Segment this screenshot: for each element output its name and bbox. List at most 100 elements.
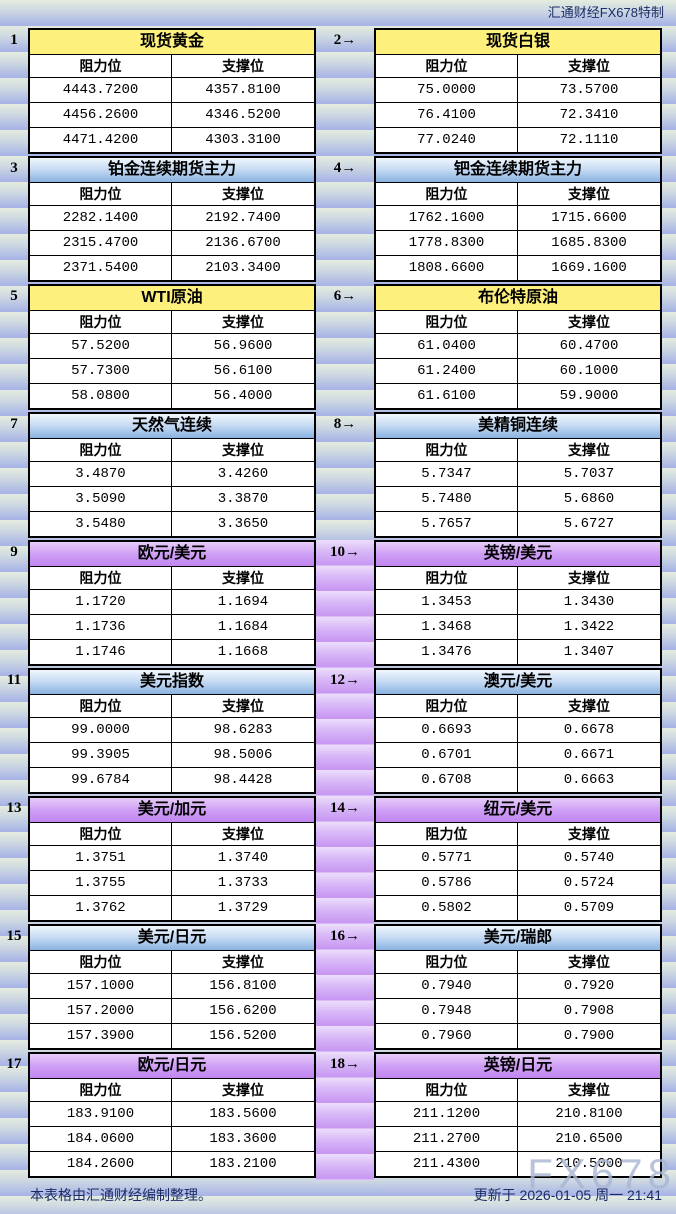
support-value: 1.3729 <box>217 900 269 916</box>
column-header-row: 阻力位 支撑位 <box>30 567 314 590</box>
footer: 本表格由汇通财经编制整理。 更新于 2026-01-05 周一 21:41 <box>0 1182 676 1214</box>
support-value: 0.7920 <box>563 978 615 994</box>
column-header-row: 阻力位 支撑位 <box>376 567 660 590</box>
middle-strip: 6→ <box>316 284 374 412</box>
table-row: 1.3762 1.3729 <box>30 896 314 920</box>
middle-strip: 14→ <box>316 796 374 924</box>
resistance-value: 157.2000 <box>30 999 172 1023</box>
support-column-header: 支撑位 <box>568 954 610 970</box>
resistance-value: 1.3751 <box>30 846 172 870</box>
support-value: 59.9000 <box>559 388 619 404</box>
fx678-watermark: FX678 <box>527 1150 676 1197</box>
instrument-title: 美元/日元 <box>30 926 314 951</box>
support-value: 4303.3100 <box>205 132 281 148</box>
resistance-value: 4443.7200 <box>30 78 172 102</box>
instrument-title: 澳元/美元 <box>376 670 660 695</box>
resistance-value: 183.9100 <box>30 1102 172 1126</box>
block-row: 15 美元/日元 阻力位 支撑位 157.1000 156.8100 157.2… <box>0 924 676 1052</box>
middle-strip: 4→ <box>316 156 374 284</box>
support-value: 73.5700 <box>559 82 619 98</box>
support-value: 0.7908 <box>563 1003 615 1019</box>
resistance-value: 1.3468 <box>376 615 518 639</box>
resistance-value: 0.5771 <box>376 846 518 870</box>
table-row: 211.2700 210.6500 <box>376 1127 660 1152</box>
brand-note: 汇通财经FX678特制 <box>547 5 664 20</box>
quote-table: 钯金连续期货主力 阻力位 支撑位 1762.1600 1715.6600 177… <box>374 156 662 282</box>
support-column-header: 支撑位 <box>222 58 264 74</box>
quote-table: 英镑/日元 阻力位 支撑位 211.1200 210.8100 211.2700… <box>374 1052 662 1178</box>
instrument-title: 现货白银 <box>376 30 660 55</box>
column-header-row: 阻力位 支撑位 <box>376 183 660 206</box>
table-row: 0.6693 0.6678 <box>376 718 660 743</box>
support-value: 72.1110 <box>559 132 619 148</box>
column-header-row: 阻力位 支撑位 <box>376 823 660 846</box>
resistance-value: 1.1736 <box>30 615 172 639</box>
table-row: 0.7948 0.7908 <box>376 999 660 1024</box>
support-column-header: 支撑位 <box>568 1082 610 1098</box>
resistance-value: 1762.1600 <box>376 206 518 230</box>
middle-strip: 10→ <box>316 540 374 668</box>
support-value: 1.1694 <box>217 594 269 610</box>
resistance-value: 3.5090 <box>30 487 172 511</box>
instrument-title: 现货黄金 <box>30 30 314 55</box>
resistance-value: 0.7940 <box>376 974 518 998</box>
column-header-row: 阻力位 支撑位 <box>30 1079 314 1102</box>
support-value: 0.6678 <box>563 722 615 738</box>
resistance-value: 0.5802 <box>376 896 518 920</box>
table-row: 2315.4700 2136.6700 <box>30 231 314 256</box>
support-value: 1.3733 <box>217 875 269 891</box>
top-bar: 汇通财经FX678特制 <box>0 0 676 28</box>
table-row: 61.6100 59.9000 <box>376 384 660 408</box>
resistance-value: 2282.1400 <box>30 206 172 230</box>
resistance-value: 76.4100 <box>376 103 518 127</box>
resistance-value: 57.7300 <box>30 359 172 383</box>
table-row: 1778.8300 1685.8300 <box>376 231 660 256</box>
middle-strip: 16→ <box>316 924 374 1052</box>
middle-strip: 2→ <box>316 28 374 156</box>
resistance-value: 157.1000 <box>30 974 172 998</box>
resistance-column-header: 阻力位 <box>30 183 172 205</box>
table-row: 0.5802 0.5709 <box>376 896 660 920</box>
middle-strip: 12→ <box>316 668 374 796</box>
resistance-value: 0.6701 <box>376 743 518 767</box>
block-row: 3 铂金连续期货主力 阻力位 支撑位 2282.1400 2192.7400 2… <box>0 156 676 284</box>
block-number-badge: 1 <box>10 32 18 48</box>
table-row: 75.0000 73.5700 <box>376 78 660 103</box>
resistance-value: 57.5200 <box>30 334 172 358</box>
table-row: 57.7300 56.6100 <box>30 359 314 384</box>
resistance-value: 4456.2600 <box>30 103 172 127</box>
table-row: 1.3453 1.3430 <box>376 590 660 615</box>
column-header-row: 阻力位 支撑位 <box>30 311 314 334</box>
resistance-column-header: 阻力位 <box>376 55 518 77</box>
block-number-badge: 9 <box>10 544 18 560</box>
support-column-header: 支撑位 <box>568 58 610 74</box>
table-row: 3.5090 3.3870 <box>30 487 314 512</box>
block-number-badge: 6→ <box>333 288 357 304</box>
support-value: 1.3407 <box>563 644 615 660</box>
block-number-badge: 11 <box>6 672 22 688</box>
quote-table: 纽元/美元 阻力位 支撑位 0.5771 0.5740 0.5786 0.572… <box>374 796 662 922</box>
resistance-value: 3.5480 <box>30 512 172 536</box>
support-value: 56.4000 <box>213 388 273 404</box>
support-value: 3.3650 <box>217 516 269 532</box>
table-row: 1.3468 1.3422 <box>376 615 660 640</box>
support-value: 156.8100 <box>209 978 277 994</box>
column-header-row: 阻力位 支撑位 <box>376 55 660 78</box>
support-value: 1.1668 <box>217 644 269 660</box>
table-row: 4471.4200 4303.3100 <box>30 128 314 152</box>
resistance-value: 1778.8300 <box>376 231 518 255</box>
support-value: 1.3422 <box>563 619 615 635</box>
block-number-badge: 12→ <box>330 672 360 688</box>
block-row: 7 天然气连续 阻力位 支撑位 3.4870 3.4260 3.5090 3.3… <box>0 412 676 540</box>
support-column-header: 支撑位 <box>568 442 610 458</box>
resistance-value: 3.4870 <box>30 462 172 486</box>
support-value: 1.1684 <box>217 619 269 635</box>
quote-table: 美元指数 阻力位 支撑位 99.0000 98.6283 99.3905 98.… <box>28 668 316 794</box>
resistance-value: 1.3755 <box>30 871 172 895</box>
support-column-header: 支撑位 <box>222 442 264 458</box>
support-value: 2136.6700 <box>205 235 281 251</box>
quote-table: 布伦特原油 阻力位 支撑位 61.0400 60.4700 61.2400 60… <box>374 284 662 410</box>
quote-table: 英镑/美元 阻力位 支撑位 1.3453 1.3430 1.3468 1.342… <box>374 540 662 666</box>
quote-table: 现货白银 阻力位 支撑位 75.0000 73.5700 76.4100 72.… <box>374 28 662 154</box>
